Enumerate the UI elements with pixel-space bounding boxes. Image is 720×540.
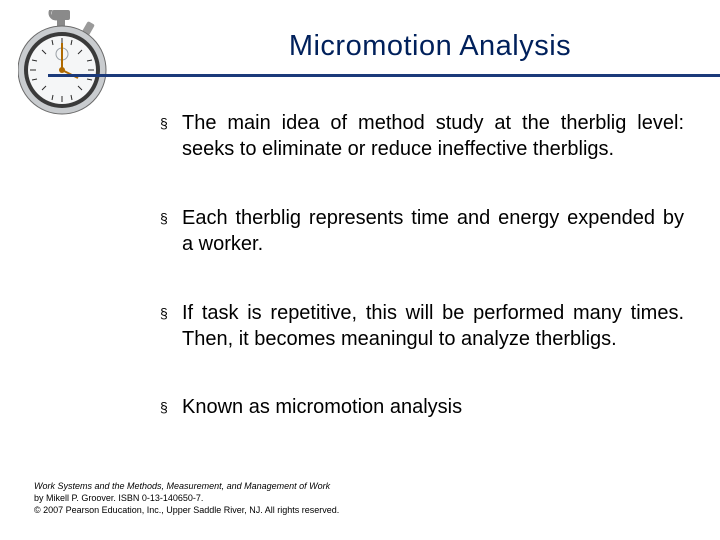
bullet-text: Each therblig represents time and energy… [182, 205, 684, 258]
footer-copyright: © 2007 Pearson Education, Inc., Upper Sa… [34, 504, 700, 516]
footer-book-title: Work Systems and the Methods, Measuremen… [34, 481, 330, 491]
bullet-list: § The main idea of method study at the t… [160, 110, 684, 463]
footer-author-line: by Mikell P. Groover. ISBN 0-13-140650-7… [34, 492, 700, 504]
bullet-text: Known as micromotion analysis [182, 394, 684, 420]
bullet-marker: § [160, 394, 182, 420]
bullet-marker: § [160, 205, 182, 231]
title-underline [48, 74, 720, 77]
bullet-item: § Known as micromotion analysis [160, 394, 684, 420]
bullet-marker: § [160, 300, 182, 326]
bullet-item: § If task is repetitive, this will be pe… [160, 300, 684, 353]
bullet-item: § Each therblig represents time and ener… [160, 205, 684, 258]
bullet-text: The main idea of method study at the the… [182, 110, 684, 163]
bullet-marker: § [160, 110, 182, 136]
bullet-text: If task is repetitive, this will be perf… [182, 300, 684, 353]
slide-title: Micromotion Analysis [160, 30, 700, 63]
footer: Work Systems and the Methods, Measuremen… [34, 480, 700, 516]
bullet-item: § The main idea of method study at the t… [160, 110, 684, 163]
stopwatch-image [18, 10, 118, 125]
